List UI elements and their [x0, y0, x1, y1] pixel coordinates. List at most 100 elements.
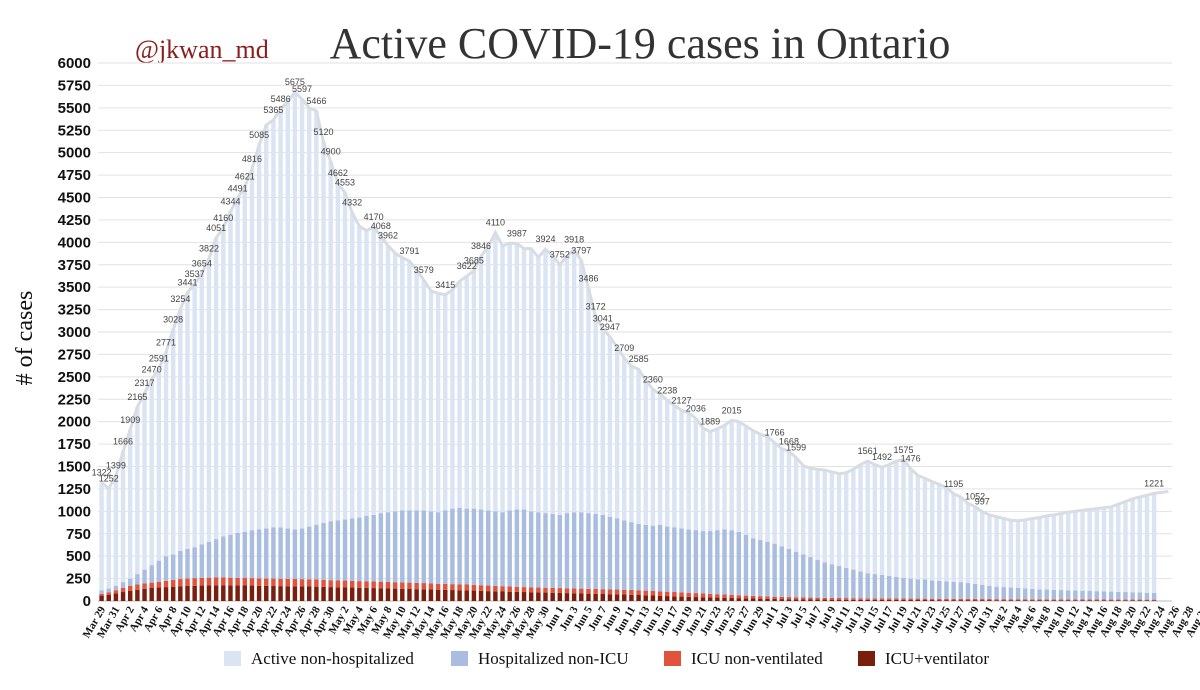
bar-active-non-hospitalized [557, 264, 563, 515]
bar-icu-non-ventilated [521, 587, 527, 593]
bar-icu-ventilator [722, 597, 727, 601]
bar-icu-non-ventilated [1144, 599, 1150, 601]
bar-icu-ventilator [736, 598, 742, 601]
bar-icu-ventilator [872, 599, 878, 601]
bar-icu-non-ventilated [120, 587, 126, 593]
bar-icu-non-ventilated [593, 588, 598, 594]
bar-active-non-hospitalized [736, 421, 742, 532]
bar-icu-non-ventilated [686, 592, 691, 597]
bar-icu-ventilator [972, 600, 978, 601]
bar-active-non-hospitalized [1116, 504, 1121, 592]
bar-hospitalized-non-icu [844, 567, 849, 599]
bar-hospitalized-non-icu [450, 508, 455, 585]
y-tick-label: 2750 [58, 346, 91, 363]
bar-icu-ventilator [249, 585, 255, 601]
bar-icu-non-ventilated [414, 582, 419, 590]
bar-active-non-hospitalized [722, 425, 727, 530]
bar-active-non-hospitalized [793, 457, 799, 552]
bar-icu-non-ventilated [915, 598, 921, 601]
bar-hospitalized-non-icu [221, 536, 226, 578]
bar-hospitalized-non-icu [700, 531, 706, 594]
bar-active-non-hospitalized [321, 141, 326, 523]
bar-active-non-hospitalized [536, 257, 541, 513]
data-label: 2015 [722, 405, 742, 415]
bar-icu-non-ventilated [858, 598, 863, 600]
bar-hospitalized-non-icu [944, 581, 949, 599]
legend: Active non-hospitalized Hospitalized non-… [224, 649, 989, 668]
bar-active-non-hospitalized [607, 336, 613, 517]
legend-swatch [451, 651, 468, 666]
bar-icu-non-ventilated [607, 589, 613, 595]
bar-icu-non-ventilated [550, 587, 555, 593]
bar-icu-non-ventilated [929, 598, 935, 601]
bar-hospitalized-non-icu [228, 534, 233, 578]
bar-active-non-hospitalized [235, 198, 240, 533]
bar-icu-non-ventilated [357, 581, 362, 588]
bar-hospitalized-non-icu [607, 516, 613, 590]
bar-icu-ventilator [908, 600, 913, 601]
bar-icu-ventilator [378, 588, 384, 601]
bar-icu-non-ventilated [335, 580, 341, 588]
bar-icu-non-ventilated [722, 594, 727, 598]
bar-hospitalized-non-icu [772, 543, 777, 597]
bar-hospitalized-non-icu [149, 565, 154, 583]
bar-hospitalized-non-icu [722, 529, 727, 595]
data-label: 1052 [965, 492, 985, 502]
bar-icu-ventilator [586, 593, 591, 601]
bar-icu-ventilator [407, 588, 412, 601]
bar-icu-ventilator [1008, 600, 1014, 601]
data-label: 1492 [872, 452, 892, 462]
bar-active-non-hospitalized [657, 393, 663, 525]
bar-icu-non-ventilated [249, 578, 255, 586]
bar-active-non-hospitalized [471, 270, 477, 509]
bar-active-non-hospitalized [858, 464, 863, 572]
bar-icu-non-ventilated [170, 579, 176, 587]
bar-icu-ventilator [693, 597, 699, 601]
y-tick-label: 3250 [58, 302, 91, 319]
bar-active-non-hospitalized [328, 161, 333, 522]
bar-icu-ventilator [357, 587, 362, 601]
bar-icu-ventilator [636, 594, 641, 601]
bar-icu-ventilator [622, 594, 627, 601]
bar-active-non-hospitalized [414, 270, 419, 511]
bar-hospitalized-non-icu [314, 524, 319, 580]
bar-icu-ventilator [600, 594, 605, 601]
bar-hospitalized-non-icu [629, 522, 634, 590]
bar-icu-non-ventilated [965, 598, 971, 601]
bar-active-non-hospitalized [693, 418, 699, 531]
bar-icu-ventilator [450, 590, 455, 601]
bar-active-non-hospitalized [586, 288, 591, 514]
bar-hospitalized-non-icu [170, 554, 176, 580]
bar-icu-ventilator [536, 592, 541, 601]
bar-icu-ventilator [1058, 600, 1064, 601]
bar-icu-non-ventilated [779, 596, 784, 600]
bar-icu-ventilator [901, 599, 906, 601]
bar-active-non-hospitalized [106, 488, 111, 589]
bar-active-non-hospitalized [994, 516, 999, 587]
bar-icu-non-ventilated [693, 593, 699, 598]
bar-icu-non-ventilated [113, 590, 119, 594]
bar-hospitalized-non-icu [192, 547, 197, 579]
bar-hospitalized-non-icu [779, 546, 784, 597]
bar-icu-non-ventilated [514, 586, 520, 592]
bar-icu-ventilator [457, 590, 462, 601]
bar-icu-ventilator [163, 587, 169, 601]
stacked-bars [99, 92, 1157, 601]
bar-hospitalized-non-icu [514, 509, 520, 587]
bar-icu-ventilator [206, 585, 212, 601]
bar-icu-ventilator [299, 586, 305, 601]
data-label: 4662 [328, 168, 348, 178]
bar-icu-non-ventilated [471, 584, 477, 591]
bar-hospitalized-non-icu [235, 532, 240, 578]
bar-icu-non-ventilated [178, 579, 183, 587]
bar-icu-non-ventilated [801, 597, 806, 600]
bar-active-non-hospitalized [779, 448, 784, 547]
bar-icu-ventilator [170, 586, 176, 601]
bar-icu-ventilator [657, 595, 663, 601]
bar-hospitalized-non-icu [564, 513, 570, 589]
bar-icu-ventilator [786, 599, 792, 601]
bar-icu-ventilator [851, 599, 856, 601]
y-tick-label: 0 [83, 593, 91, 610]
bar-icu-ventilator [700, 597, 706, 601]
